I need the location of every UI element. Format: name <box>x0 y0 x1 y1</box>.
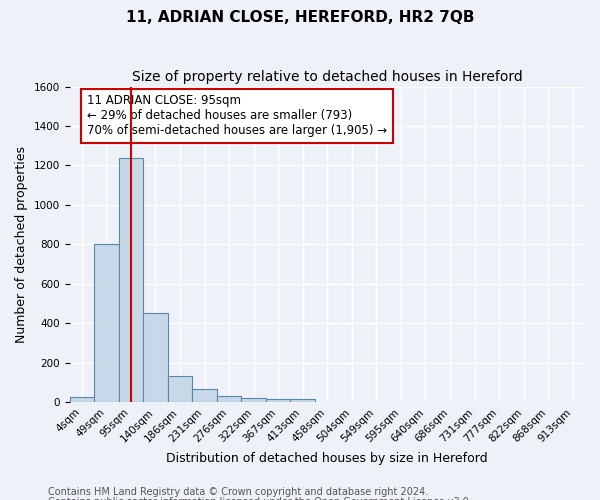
Bar <box>266 399 290 402</box>
Text: 11 ADRIAN CLOSE: 95sqm
← 29% of detached houses are smaller (793)
70% of semi-de: 11 ADRIAN CLOSE: 95sqm ← 29% of detached… <box>87 94 387 138</box>
Bar <box>143 313 168 402</box>
Bar <box>192 389 217 402</box>
Bar <box>290 399 315 402</box>
Bar <box>217 396 241 402</box>
Title: Size of property relative to detached houses in Hereford: Size of property relative to detached ho… <box>132 70 523 84</box>
Text: 11, ADRIAN CLOSE, HEREFORD, HR2 7QB: 11, ADRIAN CLOSE, HEREFORD, HR2 7QB <box>126 10 474 25</box>
Text: Contains public sector information licensed under the Open Government Licence v3: Contains public sector information licen… <box>48 497 472 500</box>
Bar <box>119 158 143 402</box>
Bar <box>168 376 192 402</box>
Bar <box>241 398 266 402</box>
Bar <box>94 244 119 402</box>
X-axis label: Distribution of detached houses by size in Hereford: Distribution of detached houses by size … <box>166 452 488 465</box>
Bar <box>70 397 94 402</box>
Text: Contains HM Land Registry data © Crown copyright and database right 2024.: Contains HM Land Registry data © Crown c… <box>48 487 428 497</box>
Y-axis label: Number of detached properties: Number of detached properties <box>15 146 28 343</box>
